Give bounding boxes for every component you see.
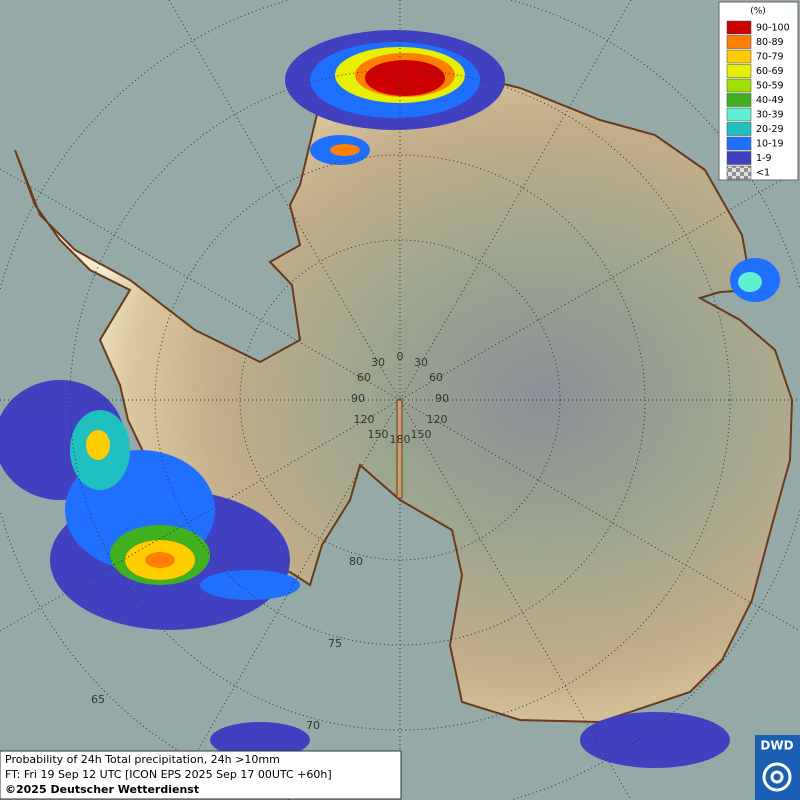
legend-swatch [726, 64, 752, 78]
legend-swatch [726, 107, 752, 122]
legend-label: 90-100 [756, 23, 790, 34]
legend-swatch [726, 93, 752, 107]
latitude-label: 80 [349, 555, 363, 568]
longitude-label: 60 [357, 371, 371, 384]
latitude-label: 75 [328, 637, 342, 650]
latitude-label: 65 [91, 693, 105, 706]
legend-label: 10-19 [756, 139, 784, 150]
logo: DWD [755, 735, 800, 800]
longitude-label: 150 [411, 428, 432, 441]
legend-swatch [726, 78, 752, 93]
ice-shelf-line [396, 399, 403, 499]
copyright: ©2025 Deutscher Wetterdienst [5, 783, 199, 796]
legend-label: 20-29 [756, 124, 784, 135]
latitude-label: 70 [306, 719, 320, 732]
longitude-label: 120 [427, 413, 448, 426]
legend-label: 70-79 [756, 52, 784, 63]
legend-swatch [726, 122, 752, 136]
longitude-label: 90 [435, 392, 449, 405]
legend-label: 1-9 [756, 153, 772, 164]
legend-label: 50-59 [756, 81, 784, 92]
legend-swatch [726, 35, 752, 49]
longitude-label: 180 [390, 433, 411, 446]
longitude-label: 120 [354, 413, 375, 426]
longitude-label: 0 [397, 350, 404, 363]
legend-label: 80-89 [756, 37, 784, 48]
legend-label: 60-69 [756, 66, 784, 77]
legend-label: 40-49 [756, 95, 784, 106]
legend-title: (%) [750, 7, 766, 17]
legend-label: 30-39 [756, 110, 784, 121]
legend-label: <1 [756, 168, 770, 179]
caption-line: Probability of 24h Total precipitation, … [5, 753, 280, 766]
precipitation [0, 30, 780, 768]
longitude-label: 90 [351, 392, 365, 405]
logo-text: DWD [760, 739, 793, 753]
legend-swatch [726, 20, 752, 35]
longitude-label: 30 [371, 356, 385, 369]
legend-swatch [726, 49, 752, 64]
legend-swatch [726, 165, 752, 180]
longitude-label: 60 [429, 371, 443, 384]
caption: Probability of 24h Total precipitation, … [0, 750, 402, 800]
legend-swatch [726, 136, 752, 151]
legend: (%) 90-100 80-89 70-79 60-69 50-59 40-49 30-39… [718, 1, 799, 181]
longitude-label: 150 [368, 428, 389, 441]
longitude-label: 30 [414, 356, 428, 369]
caption-line: FT: Fri 19 Sep 12 UTC [ICON EPS 2025 Sep… [5, 768, 332, 781]
legend-swatch [726, 151, 752, 165]
